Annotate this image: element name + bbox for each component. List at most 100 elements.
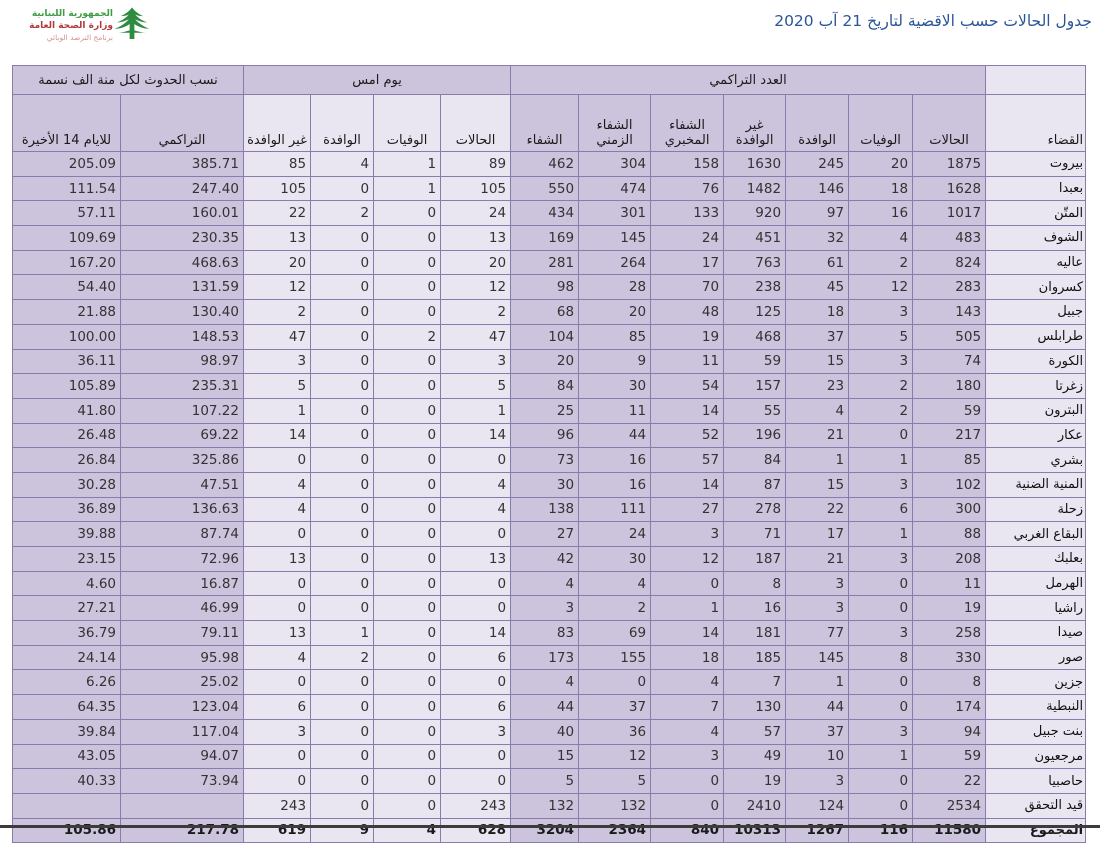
value-cell: 14 (440, 422, 512, 449)
value-cell: 3 (848, 620, 914, 646)
table-row: صور 330 8 145 185 18 155 173 6 0 2 4 95.98 24.14 (12, 644, 1087, 671)
value-cell: 2 (848, 373, 914, 399)
value-cell: 59 (912, 743, 987, 770)
table-row: زحلة 300 6 22 278 27 111 138 4 0 0 4 136.63 36.89 (12, 496, 1087, 523)
value-cell: 111 (578, 496, 652, 523)
group-header-incidence-rate: نسب الحدوث لكل منة الف نسمة (12, 65, 244, 95)
group-header-cumulative: العدد التراكمي (510, 65, 987, 95)
value-cell: 167.20 (12, 249, 121, 276)
value-cell: 61 (785, 249, 850, 276)
value-cell: 0 (310, 595, 375, 622)
value-cell: 84 (510, 373, 580, 399)
group-header-yesterday: يوم امس (242, 65, 512, 95)
district-cell: بشري (985, 447, 1087, 473)
value-cell: 14 (242, 422, 312, 449)
value-cell: 4 (510, 570, 580, 597)
value-cell: 23 (785, 373, 850, 399)
value-cell: 5 (848, 323, 914, 350)
value-cell: 763 (723, 249, 787, 276)
value-cell: 451 (723, 225, 787, 251)
value-cell: 104 (510, 323, 580, 350)
value-cell: 17 (785, 521, 850, 547)
value-cell: 7 (723, 669, 787, 696)
value-cell: 4 (242, 471, 312, 498)
value-cell: 32 (785, 225, 850, 251)
value-cell: 132 (578, 792, 652, 819)
value-cell: 8 (912, 669, 987, 696)
value-cell: 304 (578, 151, 652, 177)
district-cell: مرجعيون (985, 743, 1087, 770)
value-cell: 16 (848, 200, 914, 227)
value-cell: 1 (373, 151, 442, 177)
value-cell: 94.07 (120, 743, 244, 770)
value-cell: 0 (373, 200, 442, 227)
value-cell: 12 (650, 546, 725, 572)
value-cell: 0 (310, 669, 375, 696)
value-cell: 145 (785, 644, 850, 671)
value-cell: 3 (848, 546, 914, 572)
value-cell: 20 (578, 299, 652, 325)
corner-empty-cell (985, 65, 1087, 95)
value-cell: 13 (242, 620, 312, 646)
value-cell (12, 792, 121, 819)
value-cell: 12 (242, 274, 312, 301)
value-cell: 109.69 (12, 225, 121, 251)
value-cell: 0 (310, 175, 375, 202)
value-cell: 2 (373, 323, 442, 350)
table-header: العدد التراكمي يوم امس نسب الحدوث لكل من… (12, 65, 1087, 152)
value-cell (120, 792, 244, 819)
table-row: صيدا 258 3 77 181 14 69 83 14 0 1 13 79.11 36.79 (12, 620, 1087, 646)
district-cell: حاصبيا (985, 768, 1087, 794)
value-cell: 158 (650, 151, 725, 177)
value-cell: 0 (310, 397, 375, 424)
value-cell: 180 (912, 373, 987, 399)
value-cell: 116 (848, 817, 914, 843)
value-cell: 2 (242, 299, 312, 325)
table-row: بشري 85 1 1 84 57 16 73 0 0 0 0 325.86 26.84 (12, 447, 1087, 473)
value-cell: 462 (510, 151, 580, 177)
column-header-cum-imported: الوافدة (785, 94, 850, 152)
value-cell: 0 (848, 570, 914, 597)
value-cell: 1 (650, 595, 725, 622)
logo-line-program: برنامج الترصد الوبائي (46, 33, 113, 42)
value-cell: 483 (912, 225, 987, 251)
table-row: جزين 8 0 1 7 4 0 4 0 0 0 0 25.02 6.26 (12, 669, 1087, 696)
table-row: كسروان 283 12 45 238 70 28 98 12 0 0 12 131.59 54.40 (12, 274, 1087, 301)
ministry-logo: الجمهورية اللبنانية وزارة الصحة العامة ب… (24, 6, 151, 46)
value-cell: 37 (785, 718, 850, 745)
value-cell: 1482 (723, 175, 787, 202)
value-cell: 84 (723, 447, 787, 473)
column-header-yd-imported: الوافدة (310, 94, 375, 152)
value-cell: 187 (723, 546, 787, 572)
value-cell: 15 (785, 471, 850, 498)
value-cell: 4 (848, 225, 914, 251)
table-row: عكار 217 0 21 196 52 44 96 14 0 0 14 69.22 26.48 (12, 422, 1087, 449)
value-cell: 0 (310, 496, 375, 523)
value-cell: 138 (510, 496, 580, 523)
value-cell: 13 (242, 546, 312, 572)
value-cell: 301 (578, 200, 652, 227)
value-cell: 87 (723, 471, 787, 498)
value-cell: 6 (848, 496, 914, 523)
value-cell: 30.28 (12, 471, 121, 498)
value-cell: 0 (373, 299, 442, 325)
value-cell: 88 (912, 521, 987, 547)
value-cell: 0 (848, 768, 914, 794)
value-cell: 40.33 (12, 768, 121, 794)
value-cell: 130.40 (120, 299, 244, 325)
column-header-rate-cumulative: التراكمي (120, 94, 244, 152)
district-cell: البترون (985, 397, 1087, 424)
value-cell: 24 (650, 225, 725, 251)
value-cell: 0 (242, 768, 312, 794)
value-cell: 57 (723, 718, 787, 745)
value-cell: 21 (785, 422, 850, 449)
table-row: بعبدا 1628 18 146 1482 76 474 550 105 1 0 105 247.40… (12, 175, 1087, 202)
value-cell: 3 (440, 718, 512, 745)
value-cell: 21.88 (12, 299, 121, 325)
value-cell: 22 (912, 768, 987, 794)
value-cell: 1 (785, 669, 850, 696)
value-cell: 2 (848, 397, 914, 424)
column-header-cum-nonimported: غير الوافدة (723, 94, 787, 152)
value-cell: 11 (650, 348, 725, 375)
district-cell: زحلة (985, 496, 1087, 523)
